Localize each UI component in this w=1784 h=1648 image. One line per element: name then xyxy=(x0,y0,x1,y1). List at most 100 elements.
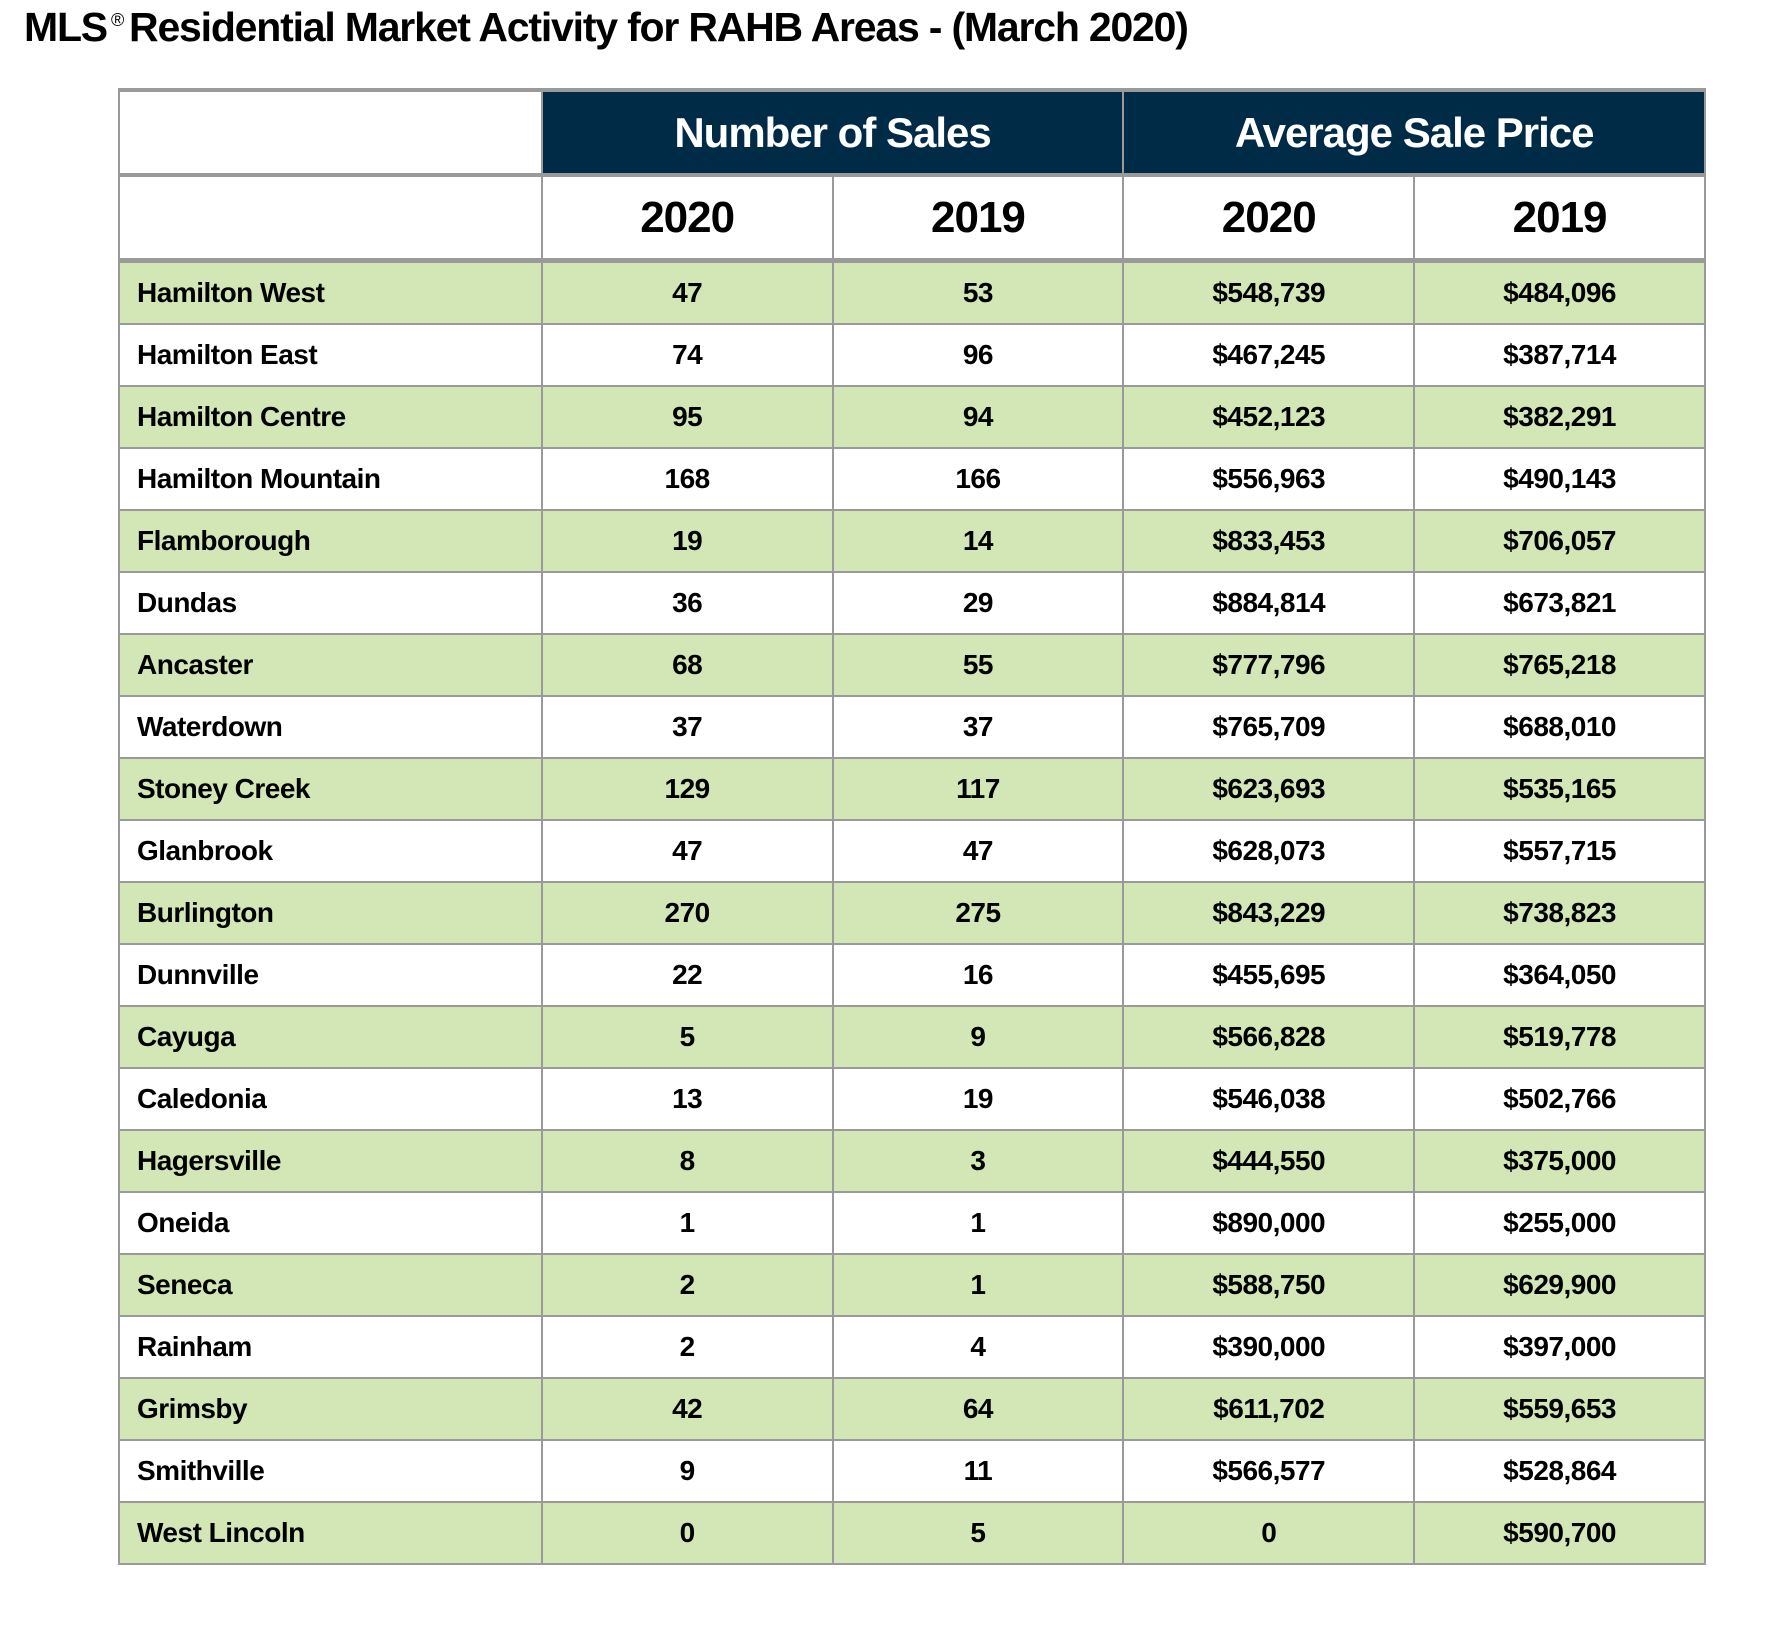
registered-mark: ® xyxy=(110,10,124,30)
table-row: Caledonia 13 19 $546,038 $502,766 xyxy=(118,1067,1706,1131)
area-cell: Oneida xyxy=(118,1191,543,1255)
sales-2019-cell: 16 xyxy=(831,943,1125,1007)
sales-2019-cell: 14 xyxy=(831,509,1125,573)
price-2019-cell: $364,050 xyxy=(1413,943,1706,1007)
sales-2019-cell: 1 xyxy=(831,1191,1125,1255)
price-2019-cell: $535,165 xyxy=(1413,757,1706,821)
price-2020-cell: $588,750 xyxy=(1122,1253,1416,1317)
table-row: Glanbrook 47 47 $628,073 $557,715 xyxy=(118,819,1706,883)
sales-2020-cell: 74 xyxy=(540,323,834,387)
sales-2019-cell: 37 xyxy=(831,695,1125,759)
sales-2020-cell: 2 xyxy=(540,1315,834,1379)
sales-2020-cell: 95 xyxy=(540,385,834,449)
price-2020-cell: $765,709 xyxy=(1122,695,1416,759)
sales-2019-cell: 1 xyxy=(831,1253,1125,1317)
price-2019-cell: $484,096 xyxy=(1413,258,1706,325)
header-price-2019: 2019 xyxy=(1413,173,1706,262)
price-2020-cell: $452,123 xyxy=(1122,385,1416,449)
price-2019-cell: $502,766 xyxy=(1413,1067,1706,1131)
table-row: Dundas 36 29 $884,814 $673,821 xyxy=(118,571,1706,635)
price-2020-cell: $611,702 xyxy=(1122,1377,1416,1441)
table-row: Smithville 9 11 $566,577 $528,864 xyxy=(118,1439,1706,1503)
area-cell: Ancaster xyxy=(118,633,543,697)
year-header-row: 2020 2019 2020 2019 xyxy=(118,173,1706,262)
area-cell: Hamilton East xyxy=(118,323,543,387)
sales-2019-cell: 96 xyxy=(831,323,1125,387)
area-cell: Caledonia xyxy=(118,1067,543,1131)
price-2019-cell: $590,700 xyxy=(1413,1501,1706,1565)
price-2020-cell: $566,828 xyxy=(1122,1005,1416,1069)
sales-2020-cell: 68 xyxy=(540,633,834,697)
price-2019-cell: $673,821 xyxy=(1413,571,1706,635)
group-header-row: Number of Sales Average Sale Price xyxy=(118,89,1706,176)
table-row: Flamborough 19 14 $833,453 $706,057 xyxy=(118,509,1706,573)
area-cell: Dundas xyxy=(118,571,543,635)
sales-2020-cell: 47 xyxy=(540,819,834,883)
sales-2019-cell: 64 xyxy=(831,1377,1125,1441)
sales-2020-cell: 37 xyxy=(540,695,834,759)
sales-2020-cell: 47 xyxy=(540,258,834,325)
sales-2020-cell: 270 xyxy=(540,881,834,945)
price-2020-cell: $546,038 xyxy=(1122,1067,1416,1131)
price-2020-cell: $390,000 xyxy=(1122,1315,1416,1379)
area-cell: Flamborough xyxy=(118,509,543,573)
table-row: Hagersville 8 3 $444,550 $375,000 xyxy=(118,1129,1706,1193)
sales-2019-cell: 47 xyxy=(831,819,1125,883)
sales-2020-cell: 13 xyxy=(540,1067,834,1131)
sales-2019-cell: 5 xyxy=(831,1501,1125,1565)
sales-2019-cell: 3 xyxy=(831,1129,1125,1193)
price-2020-cell: $467,245 xyxy=(1122,323,1416,387)
price-2020-cell: $628,073 xyxy=(1122,819,1416,883)
header-price-2020: 2020 xyxy=(1122,173,1416,262)
sales-2019-cell: 19 xyxy=(831,1067,1125,1131)
header-number-of-sales: Number of Sales xyxy=(540,89,1125,176)
sales-2020-cell: 129 xyxy=(540,757,834,821)
sales-2020-cell: 19 xyxy=(540,509,834,573)
sales-2020-cell: 0 xyxy=(540,1501,834,1565)
area-cell: Burlington xyxy=(118,881,543,945)
sales-2019-cell: 4 xyxy=(831,1315,1125,1379)
header-sales-2019: 2019 xyxy=(831,173,1125,262)
price-2019-cell: $528,864 xyxy=(1413,1439,1706,1503)
table-row: Cayuga 5 9 $566,828 $519,778 xyxy=(118,1005,1706,1069)
price-2020-cell: $843,229 xyxy=(1122,881,1416,945)
sales-2019-cell: 11 xyxy=(831,1439,1125,1503)
table-row: Grimsby 42 64 $611,702 $559,653 xyxy=(118,1377,1706,1441)
area-cell: Hamilton West xyxy=(118,258,543,325)
area-cell: Cayuga xyxy=(118,1005,543,1069)
table-row: Burlington 270 275 $843,229 $738,823 xyxy=(118,881,1706,945)
area-cell: Seneca xyxy=(118,1253,543,1317)
price-2019-cell: $255,000 xyxy=(1413,1191,1706,1255)
sales-2020-cell: 5 xyxy=(540,1005,834,1069)
price-2019-cell: $557,715 xyxy=(1413,819,1706,883)
table-row: Dunnville 22 16 $455,695 $364,050 xyxy=(118,943,1706,1007)
sales-2020-cell: 1 xyxy=(540,1191,834,1255)
price-2019-cell: $387,714 xyxy=(1413,323,1706,387)
price-2019-cell: $397,000 xyxy=(1413,1315,1706,1379)
sales-2019-cell: 275 xyxy=(831,881,1125,945)
price-2020-cell: $566,577 xyxy=(1122,1439,1416,1503)
table-row: Ancaster 68 55 $777,796 $765,218 xyxy=(118,633,1706,697)
sales-2020-cell: 22 xyxy=(540,943,834,1007)
price-2019-cell: $706,057 xyxy=(1413,509,1706,573)
table-row: Stoney Creek 129 117 $623,693 $535,165 xyxy=(118,757,1706,821)
sales-2019-cell: 117 xyxy=(831,757,1125,821)
table-row: Hamilton East 74 96 $467,245 $387,714 xyxy=(118,323,1706,387)
table-row: Hamilton West 47 53 $548,739 $484,096 xyxy=(118,258,1706,325)
sales-2019-cell: 166 xyxy=(831,447,1125,511)
page-title: MLS ® Residential Market Activity for RAHB… xyxy=(24,4,1189,51)
table-row: Seneca 2 1 $588,750 $629,900 xyxy=(118,1253,1706,1317)
price-2019-cell: $629,900 xyxy=(1413,1253,1706,1317)
price-2020-cell: $623,693 xyxy=(1122,757,1416,821)
price-2019-cell: $765,218 xyxy=(1413,633,1706,697)
sales-2020-cell: 8 xyxy=(540,1129,834,1193)
area-cell: Rainham xyxy=(118,1315,543,1379)
price-2020-cell: $890,000 xyxy=(1122,1191,1416,1255)
title-text: Residential Market Activity for RAHB Are… xyxy=(129,4,1189,50)
price-2020-cell: $884,814 xyxy=(1122,571,1416,635)
sales-2020-cell: 42 xyxy=(540,1377,834,1441)
header-average-sale-price: Average Sale Price xyxy=(1122,89,1706,176)
price-2019-cell: $375,000 xyxy=(1413,1129,1706,1193)
price-2019-cell: $738,823 xyxy=(1413,881,1706,945)
sales-2019-cell: 29 xyxy=(831,571,1125,635)
